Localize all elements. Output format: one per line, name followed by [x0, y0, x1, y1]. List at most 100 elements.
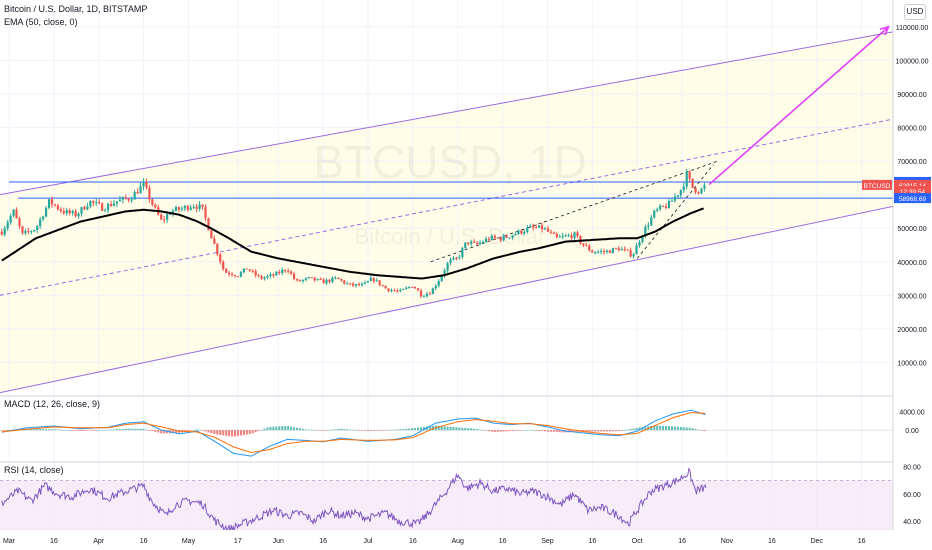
ema-legend[interactable]: EMA (50, close, 0)	[4, 17, 78, 27]
macd-histogram-bar	[487, 430, 490, 432]
candle-body	[92, 200, 95, 203]
macd-histogram-bar	[213, 430, 216, 435]
macd-tick-label: 0.00	[905, 428, 919, 435]
macd-histogram-bar	[130, 428, 133, 431]
candle-body	[585, 245, 588, 247]
candle-body	[186, 206, 189, 210]
candle-body	[12, 209, 15, 217]
candle-body	[419, 290, 423, 297]
macd-histogram-bar	[210, 430, 213, 434]
macd-histogram-bar	[145, 429, 148, 431]
macd-histogram-bar	[248, 430, 251, 435]
price-tick-label: 10000.00	[897, 360, 926, 367]
watermark-symbol: BTCUSD, 1D	[313, 136, 586, 188]
macd-histogram-bar	[74, 430, 77, 431]
macd-histogram-bar	[352, 429, 355, 431]
candle-body	[546, 228, 550, 232]
candle-body	[467, 242, 470, 244]
macd-histogram-bar	[189, 430, 192, 431]
macd-histogram-bar	[600, 430, 603, 432]
macd-histogram-bar	[470, 428, 473, 431]
candle-body	[166, 214, 169, 220]
macd-histogram-bar	[107, 429, 110, 431]
price-tick-label: 100000.00	[895, 58, 928, 65]
candle-body	[549, 231, 553, 233]
candle-body	[354, 284, 358, 286]
price-tick-label: 70000.00	[897, 159, 926, 166]
candle-body	[579, 235, 582, 244]
currency-badge[interactable]: USD	[904, 4, 926, 20]
candle-body	[372, 277, 375, 282]
candle-body	[207, 218, 210, 231]
macd-histogram-bar	[482, 430, 485, 431]
candle-body	[396, 290, 399, 292]
candle-body	[511, 235, 514, 238]
candle-body	[24, 231, 27, 234]
candle-body	[667, 200, 671, 209]
candle-body	[393, 290, 396, 292]
time-axis[interactable]: Mar 16 Apr 16 May 17 Jun 16 Jul 16 Aug 16 Sep 16 Oct 16…	[0, 530, 932, 550]
price-tick-label: 80000.00	[897, 126, 926, 133]
macd-histogram-bar	[331, 429, 334, 431]
macd-histogram-bar	[582, 430, 585, 432]
macd-histogram-bar	[198, 429, 201, 431]
macd-histogram-bar	[422, 426, 425, 431]
macd-histogram-bar	[174, 430, 177, 434]
candle-body	[21, 226, 24, 234]
macd-histogram-bar	[346, 429, 349, 431]
candle-body	[664, 206, 668, 209]
macd-histogram-bar	[0, 430, 3, 431]
macd-histogram-bar	[369, 430, 372, 431]
macd-histogram-bar	[523, 430, 526, 431]
macd-histogram-bar	[431, 425, 434, 431]
macd-histogram-bar	[405, 428, 408, 431]
candle-body	[6, 222, 9, 229]
macd-histogram-bar	[30, 428, 33, 431]
time-tick-label: Nov	[721, 538, 734, 545]
candle-body	[334, 277, 337, 279]
candle-body	[381, 285, 384, 287]
candle-body	[623, 248, 626, 250]
candle-body	[529, 226, 532, 228]
candle-body	[685, 171, 688, 187]
candle-body	[154, 204, 157, 208]
candle-body	[263, 277, 266, 279]
drawing-tools[interactable]	[0, 25, 894, 394]
candle-body	[18, 218, 21, 227]
candle-body	[130, 199, 133, 201]
macd-histogram-bar	[115, 429, 118, 431]
candle-body	[378, 280, 381, 286]
candle-body	[210, 230, 213, 239]
candle-body	[600, 251, 603, 253]
time-axis-background	[0, 530, 932, 550]
macd-histogram-bar	[449, 426, 452, 431]
macd-histogram-bar	[254, 430, 257, 433]
price-axis[interactable]: 10000.00 20000.00 30000.00 40000.00 50000.00…	[892, 0, 932, 530]
macd-histogram-bar	[260, 429, 263, 431]
candle-body	[136, 191, 139, 194]
ema-50-line	[1, 207, 704, 280]
time-tick-label: Jun	[273, 538, 284, 545]
time-tick-label: Sep	[541, 538, 554, 545]
candle-body	[304, 278, 307, 280]
candle-body	[490, 235, 493, 240]
macd-histogram-bar	[363, 430, 366, 431]
macd-histogram-bar	[420, 427, 423, 431]
candle-body	[56, 205, 59, 210]
candle-body	[402, 288, 405, 290]
macd-histogram-bar	[626, 429, 629, 431]
candle-body	[561, 235, 564, 237]
macd-histogram-bar	[293, 427, 296, 431]
rsi-legend[interactable]: RSI (14, close)	[4, 465, 64, 475]
macd-legend[interactable]: MACD (12, 26, close, 9)	[4, 399, 101, 409]
candle-body	[605, 250, 609, 252]
macd-histogram-bar	[591, 430, 594, 432]
macd-histogram-bar	[541, 430, 544, 431]
macd-histogram-bar	[490, 430, 493, 432]
macd-histogram-bar	[381, 430, 384, 431]
candle-body	[192, 206, 195, 208]
macd-histogram-bar	[573, 430, 576, 433]
candle-body	[298, 280, 302, 282]
